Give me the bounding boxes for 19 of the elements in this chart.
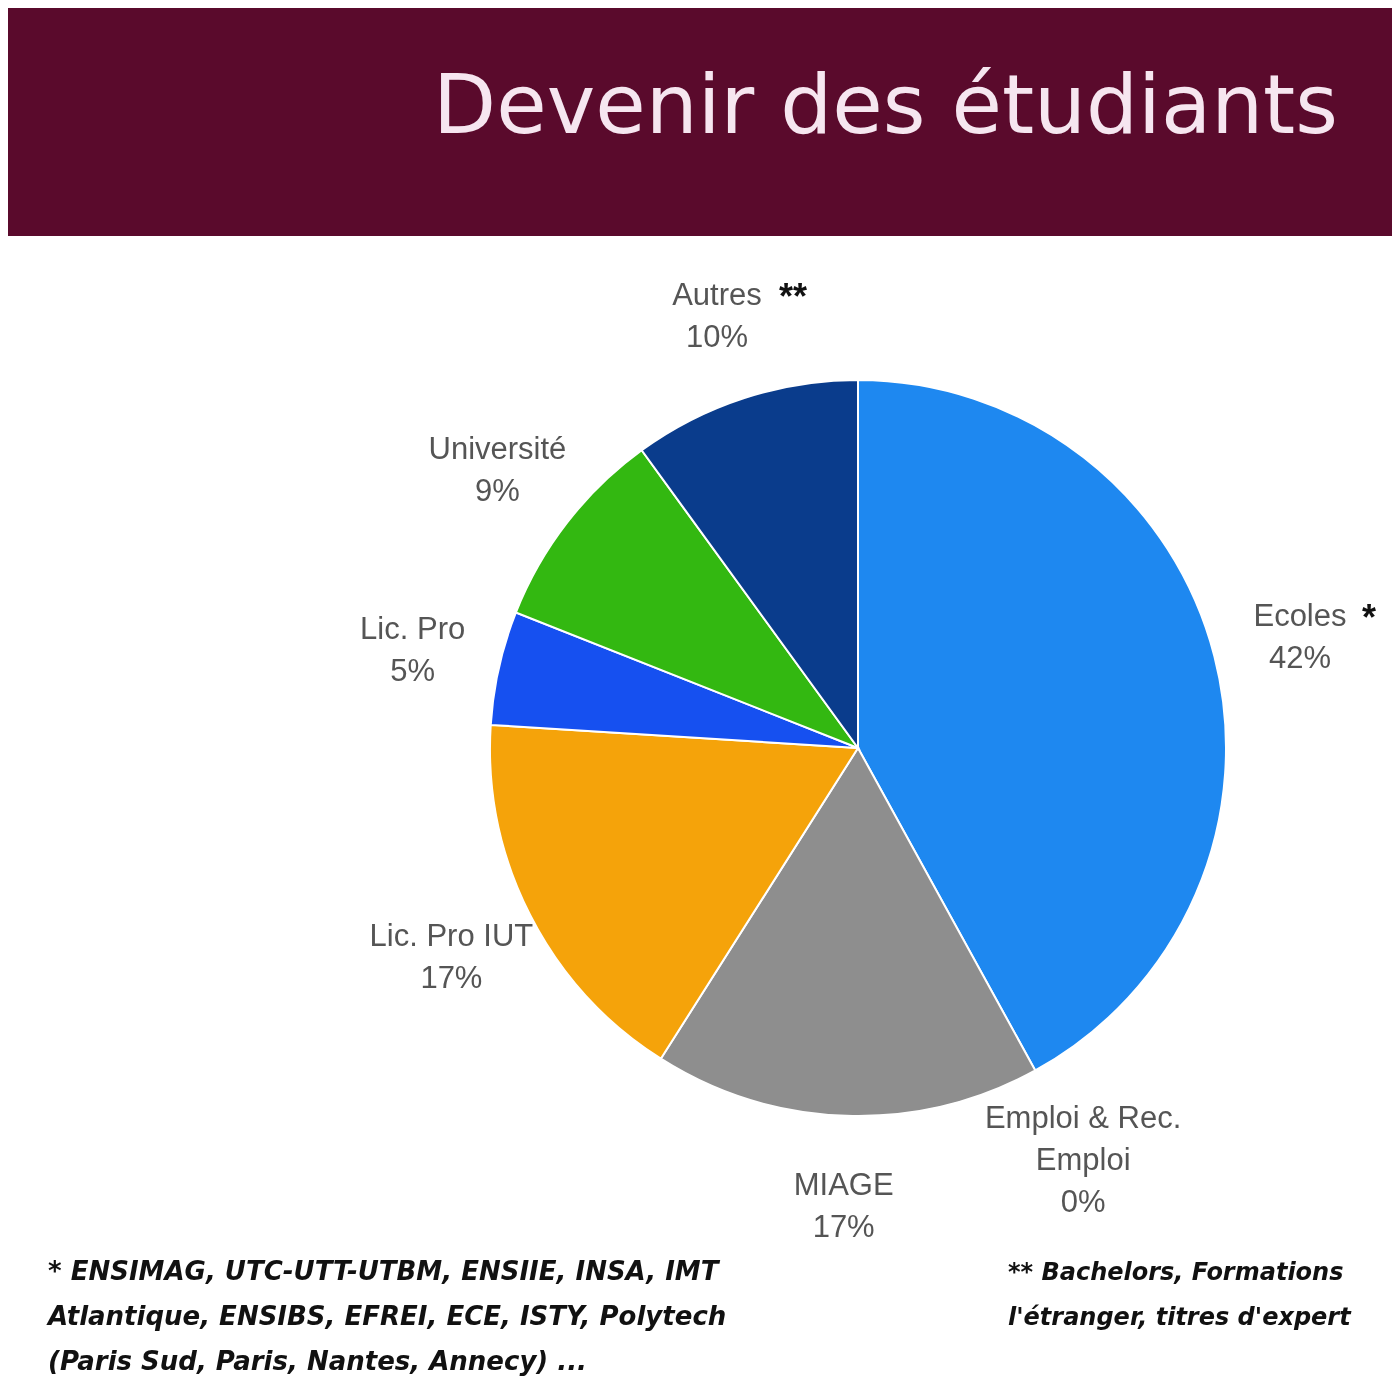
slice-label: Lic. Pro bbox=[360, 611, 466, 647]
text: * ENSIMAG, UTC-UTT-UTBM, ENSIIE, INSA, IMT Atlantique, ENSIBS, EFREI, ECE, ISTY, Polytech (Paris Sud, Paris, Nantes, Annecy) ... bbox=[46, 1256, 727, 1376]
data-label: 9% bbox=[475, 473, 520, 509]
category-label: Emploi & Rec. Emploi bbox=[984, 1099, 1182, 1177]
slice-label: Lic. Pro IUT bbox=[369, 918, 534, 954]
slice-label: Autres bbox=[672, 277, 762, 313]
data-label: 17% bbox=[420, 960, 483, 996]
slice-label: Université bbox=[428, 431, 567, 467]
data-label: 17% bbox=[812, 1209, 875, 1245]
data-label: 42% bbox=[1268, 639, 1332, 675]
slice-label: Ecoles bbox=[1253, 597, 1347, 633]
data-label: 5% bbox=[390, 653, 436, 689]
text: * bbox=[1362, 596, 1377, 638]
data-label: 10% bbox=[685, 319, 749, 355]
chart-title: Devenir des étudiants bbox=[433, 57, 1338, 152]
text: 0% bbox=[1060, 1183, 1106, 1219]
text: ** bbox=[779, 276, 808, 318]
slice-label: MIAGE bbox=[793, 1167, 894, 1203]
text: ** Bachelors, Formations l'étranger, titres d'expert bbox=[1008, 1258, 1353, 1331]
